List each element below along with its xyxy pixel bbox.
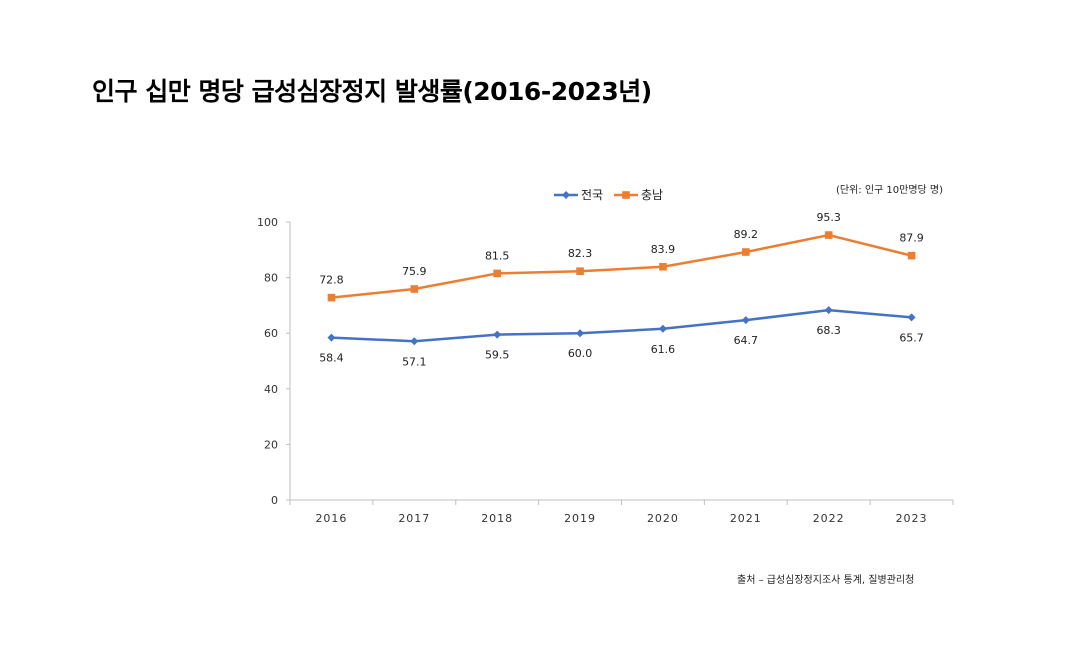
legend-label-충남: 충남 xyxy=(641,188,663,202)
data-label: 68.3 xyxy=(816,324,841,337)
data-label: 83.9 xyxy=(651,243,676,256)
data-point xyxy=(410,285,419,293)
x-tick-label: 2017 xyxy=(398,512,430,525)
data-point xyxy=(824,306,833,315)
data-label: 72.8 xyxy=(319,274,344,287)
y-tick-label: 40 xyxy=(264,383,278,396)
x-tick-label: 2018 xyxy=(481,512,513,525)
series-line-충남 xyxy=(331,233,912,299)
data-label: 95.3 xyxy=(816,211,841,224)
page-title: 인구 십만 명당 급성심장정지 발생률(2016-2023년) xyxy=(92,77,652,106)
data-point xyxy=(576,329,585,338)
x-tick-label: 2016 xyxy=(315,512,347,525)
data-point xyxy=(907,313,916,322)
data-point xyxy=(659,262,667,271)
x-tick-label: 2023 xyxy=(896,512,928,525)
y-tick-label: 80 xyxy=(264,272,278,285)
data-point xyxy=(493,269,501,278)
legend-label-전국: 전국 xyxy=(581,188,603,202)
data-point xyxy=(907,251,916,260)
data-point xyxy=(327,293,336,302)
series-line-전국 xyxy=(331,308,912,343)
x-tick-label: 2020 xyxy=(647,512,679,525)
data-label: 65.7 xyxy=(899,331,924,344)
legend-marker xyxy=(562,191,570,199)
data-point xyxy=(410,337,419,346)
data-label: 75.9 xyxy=(402,265,427,278)
data-point xyxy=(493,330,502,339)
data-point xyxy=(741,316,750,325)
data-point xyxy=(824,231,833,239)
data-point xyxy=(576,267,584,276)
data-label: 60.0 xyxy=(568,347,593,360)
x-tick-label: 2021 xyxy=(730,512,762,525)
x-tick-label: 2019 xyxy=(564,512,596,525)
data-label: 61.6 xyxy=(651,343,676,356)
data-label: 82.3 xyxy=(568,247,593,260)
data-label: 87.9 xyxy=(899,232,924,245)
y-tick-label: 100 xyxy=(257,216,278,229)
legend-marker xyxy=(622,191,630,199)
unit-note: (단위: 인구 10만명당 명) xyxy=(836,185,944,196)
data-label: 64.7 xyxy=(734,334,759,347)
data-label: 57.1 xyxy=(402,355,427,368)
source-note: 출처 – 급성심장정지조사 통계, 질병관리청 xyxy=(737,575,915,586)
data-point xyxy=(658,324,667,333)
y-tick-label: 0 xyxy=(271,494,278,507)
data-point xyxy=(742,248,750,256)
data-label: 59.5 xyxy=(485,349,510,362)
data-label: 81.5 xyxy=(485,249,510,262)
data-point xyxy=(327,333,336,342)
y-tick-label: 60 xyxy=(264,327,278,340)
y-tick-label: 20 xyxy=(264,438,278,451)
data-label: 58.4 xyxy=(319,352,344,365)
x-tick-label: 2022 xyxy=(813,512,845,525)
data-label: 89.2 xyxy=(734,228,759,241)
